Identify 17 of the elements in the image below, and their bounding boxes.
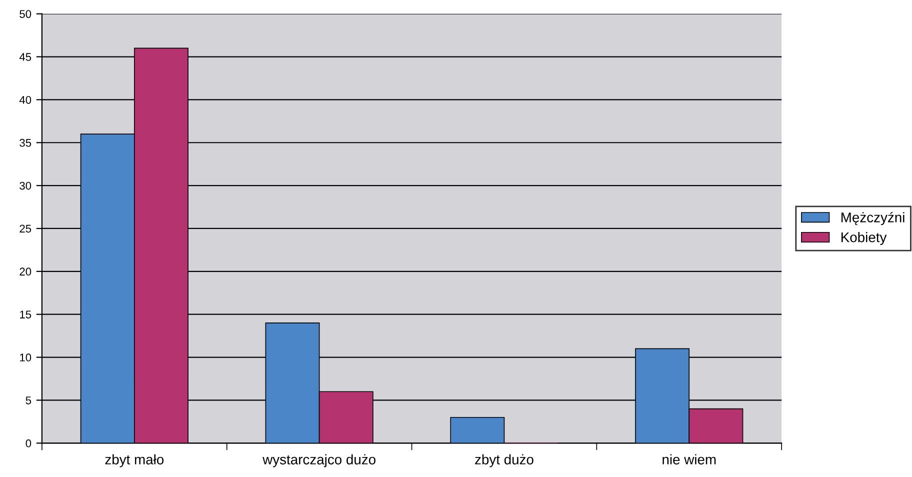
y-tick-label: 45 [19,53,32,61]
y-tick-label: 35 [20,138,32,147]
y-tick-label: 0 [26,439,32,448]
y-tick-label: 25 [20,224,32,233]
legend-label: Kobiety [842,232,887,245]
x-tick-label: wystarczajco dużo [262,454,376,468]
y-tick-label: 40 [19,96,32,104]
y-tick-label: 10 [20,354,32,362]
x-tick-label: zbyt mało [105,454,164,468]
x-tick-label: nie wiem [662,454,716,464]
x-tick-label: zbyt dużo [475,454,534,468]
y-tick-label: 20 [20,268,32,276]
y-tick-label: 5 [26,396,32,404]
y-tick-label: 50 [20,10,32,18]
y-tick-label: 15 [20,310,32,318]
y-tick-label: 30 [20,182,32,190]
legend-label: Mężczyźni [842,212,904,226]
